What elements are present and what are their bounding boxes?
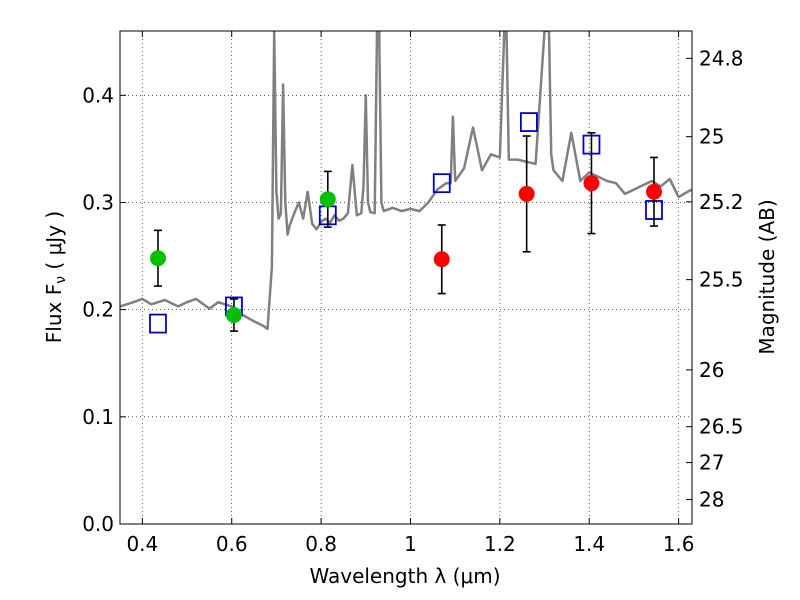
plot-frame [119, 30, 693, 525]
tick-layer: 0.4 0.6 0.8 1 1.2 1.4 1.6 0.0 0.1 0.2 0.3 0.4 24.8 25… [82, 31, 744, 556]
marker-layer [149, 112, 663, 334]
y2-tick-label: 25.5 [699, 268, 744, 292]
observed-flux-point [646, 183, 663, 200]
x-tick-label: 1 [404, 532, 417, 556]
model-photometry-square [519, 112, 538, 132]
spectrum-layer [120, 31, 692, 331]
x-tick-label: 0.6 [216, 532, 248, 556]
observed-flux-point [583, 175, 600, 192]
y2-tick-label: 28 [699, 488, 724, 512]
observed-flux-point [518, 185, 535, 202]
observed-flux-point [433, 251, 450, 268]
y2-tick-label: 27 [699, 451, 724, 475]
y2-tick-label: 25.2 [699, 190, 744, 214]
y2-tick-label: 25 [699, 125, 724, 149]
x-axis-label: Wavelength λ (μm) [309, 564, 500, 588]
y2-tick-label: 26.5 [699, 415, 744, 439]
x-tick-label: 1.2 [484, 532, 516, 556]
y2-axis-label: Magnitude (AB) [755, 199, 779, 354]
x-tick-label: 0.8 [305, 532, 337, 556]
y-tick-label: 0.1 [82, 405, 114, 429]
spectrum-line [120, 31, 692, 331]
x-tick-label: 1.6 [663, 532, 695, 556]
model-photometry-square [149, 313, 167, 334]
y2-tick-label: 24.8 [699, 46, 744, 70]
observed-flux-point [225, 307, 242, 324]
x-tick-label: 0.4 [126, 532, 158, 556]
y-tick-label: 0.4 [82, 83, 114, 107]
model-photometry-square [432, 173, 451, 194]
y-tick-label: 0.3 [82, 190, 114, 214]
y-axis-label: Flux Fν ( μJy ) [42, 211, 69, 343]
observed-flux-point [149, 250, 166, 267]
grid-layer [120, 31, 692, 525]
x-tick-label: 1.4 [573, 532, 605, 556]
y2-tick-label: 26 [699, 358, 724, 382]
observed-flux-point [319, 191, 336, 208]
plot-area [120, 31, 692, 334]
y-tick-label: 0.2 [82, 298, 114, 322]
y-tick-label: 0.0 [82, 512, 114, 536]
